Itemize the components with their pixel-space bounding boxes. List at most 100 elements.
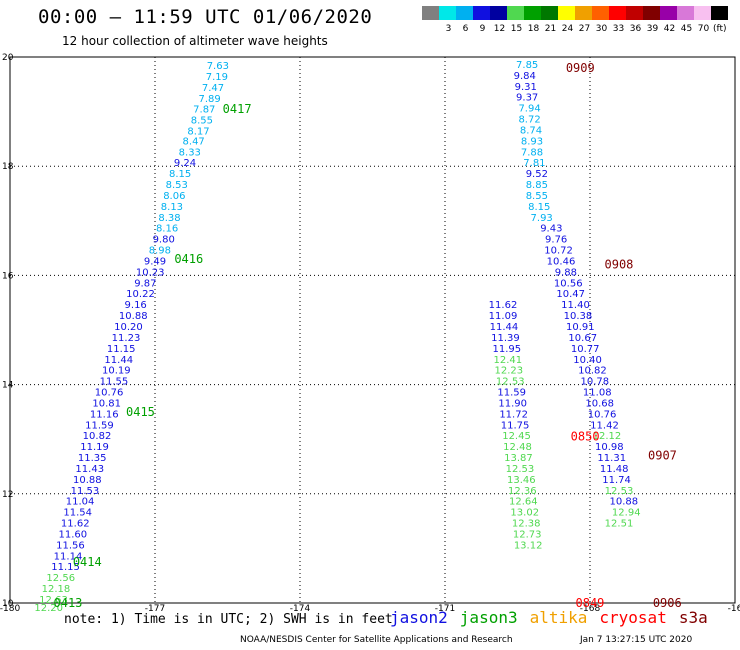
legend-label: 39 — [647, 24, 659, 34]
satellite-jason2: jason2 — [390, 608, 448, 627]
satellite-s3a: s3a — [678, 608, 708, 627]
legend-label: 15 — [511, 24, 522, 34]
legend-label: 27 — [579, 24, 590, 34]
wave-height-value: 7.88 — [521, 147, 543, 158]
legend-swatch — [694, 6, 711, 20]
wave-height-value: 10.68 — [585, 398, 614, 409]
wave-height-value: 12.53 — [496, 377, 525, 388]
wave-height-value: 10.46 — [547, 256, 576, 267]
wave-height-value: 10.82 — [578, 366, 607, 377]
wave-height-value: 12.18 — [42, 584, 71, 595]
legend-label: 18 — [528, 24, 540, 34]
wave-height-value: 8.16 — [156, 224, 178, 235]
wave-height-value: 9.43 — [540, 224, 562, 235]
wave-height-value: 11.39 — [491, 333, 520, 344]
wave-height-value: 7.19 — [206, 72, 228, 83]
wave-height-value: 12.53 — [506, 464, 535, 475]
y-tick-label: 18 — [2, 162, 14, 172]
wave-height-value: 10.76 — [588, 409, 617, 420]
legend-swatch — [711, 6, 728, 20]
wave-height-value: 9.80 — [153, 235, 175, 246]
wave-height-value: 10.77 — [571, 344, 600, 355]
wave-height-value: 10.88 — [610, 497, 639, 508]
wave-height-value: 11.19 — [80, 442, 109, 453]
wave-height-value: 7.93 — [531, 213, 553, 224]
legend-swatch — [439, 6, 456, 20]
wave-height-value: 11.55 — [100, 377, 129, 388]
wave-height-value: 9.76 — [545, 235, 567, 246]
wave-height-value: 11.14 — [54, 551, 83, 562]
wave-height-value: 9.87 — [134, 278, 156, 289]
wave-height-value: 10.78 — [581, 377, 610, 388]
color-legend: 3 6 9 12 15 18 21 24 27 30 33 36 39 42 45 70 (ft) — [422, 6, 728, 34]
wave-height-value: 10.47 — [556, 289, 585, 300]
wave-height-value: 12.12 — [593, 431, 622, 442]
page-title: 00:00 – 11:59 UTC 01/06/2020 — [38, 6, 373, 28]
x-tick-label: -180 — [0, 604, 20, 614]
pass-time-label: 0907 — [648, 449, 677, 463]
x-tick-label: -16 — [728, 604, 740, 614]
wave-height-value: 8.06 — [163, 191, 185, 202]
wave-height-value: 9.84 — [514, 71, 536, 82]
wave-height-value: 8.55 — [526, 191, 548, 202]
wave-height-values: 7.637.197.477.897.878.558.178.478.339.24… — [34, 60, 640, 614]
legend-swatch — [626, 6, 643, 20]
wave-height-value: 9.24 — [174, 158, 196, 169]
wave-height-value: 10.38 — [564, 311, 593, 322]
wave-height-value: 8.93 — [521, 136, 543, 147]
wave-height-value: 9.49 — [144, 256, 166, 267]
wave-height-value: 11.95 — [493, 344, 522, 355]
wave-height-value: 8.15 — [528, 202, 550, 213]
wave-height-value: 10.22 — [126, 289, 155, 300]
wave-height-value: 12.48 — [503, 442, 532, 453]
wave-height-value: 10.98 — [595, 442, 624, 453]
pass-time-label: 0417 — [223, 102, 252, 116]
wave-height-value: 11.35 — [78, 453, 107, 464]
legend-swatch — [643, 6, 660, 20]
wave-height-value: 11.90 — [498, 398, 527, 409]
wave-height-value: 12.56 — [46, 573, 75, 584]
wave-height-value: 7.89 — [198, 94, 220, 105]
x-tick-label: -171 — [435, 604, 455, 614]
wave-height-value: 7.47 — [202, 83, 224, 94]
satellite-jason3: jason3 — [459, 608, 518, 627]
satellite-cryosat: cryosat — [599, 608, 667, 627]
wave-height-value: 13.12 — [514, 540, 543, 551]
x-tick-label: -177 — [145, 604, 165, 614]
wave-height-value: 7.81 — [523, 158, 545, 169]
legend-swatch — [524, 6, 541, 20]
legend-swatch — [592, 6, 609, 20]
wave-height-value: 13.87 — [504, 453, 533, 464]
legend-label: 3 — [446, 24, 452, 34]
wave-height-value: 12.73 — [513, 529, 542, 540]
wave-height-value: 12.41 — [494, 355, 523, 366]
wave-height-value: 8.85 — [526, 180, 548, 191]
wave-height-value: 11.60 — [59, 529, 88, 540]
wave-height-value: 10.88 — [73, 475, 102, 486]
wave-height-value: 11.56 — [56, 540, 85, 551]
legend-label: 24 — [562, 24, 574, 34]
wave-height-value: 11.15 — [51, 562, 80, 573]
wave-height-value: 12.23 — [494, 366, 523, 377]
wave-height-value: 10.40 — [573, 355, 602, 366]
wave-height-value: 11.44 — [104, 355, 133, 366]
wave-height-value: 10.19 — [102, 366, 131, 377]
pass-time-label: 0850 — [571, 429, 600, 443]
legend-label: 6 — [463, 24, 469, 34]
wave-height-value: 7.63 — [207, 61, 229, 72]
satellite-legend: jason2 jason3 altika cryosat s3a — [390, 608, 720, 627]
pass-time-label: 0414 — [73, 555, 102, 569]
legend-label: 30 — [596, 24, 608, 34]
legend-label: 12 — [494, 24, 505, 34]
y-tick-label: 12 — [2, 490, 13, 500]
legend-swatch — [456, 6, 473, 20]
wave-height-value: 8.72 — [518, 115, 540, 126]
wave-height-value: 8.47 — [183, 136, 205, 147]
legend-label: 70 — [698, 24, 710, 34]
pass-time-labels: 0417 0416 0415 0414 0413 0909 0908 0907 0906 0850… — [54, 61, 682, 610]
wave-height-value: 13.46 — [507, 475, 536, 486]
wave-height-value: 11.75 — [501, 420, 530, 431]
wave-height-value: 9.88 — [555, 267, 577, 278]
wave-height-value: 11.44 — [490, 322, 519, 333]
wave-height-value: 11.72 — [499, 409, 528, 420]
